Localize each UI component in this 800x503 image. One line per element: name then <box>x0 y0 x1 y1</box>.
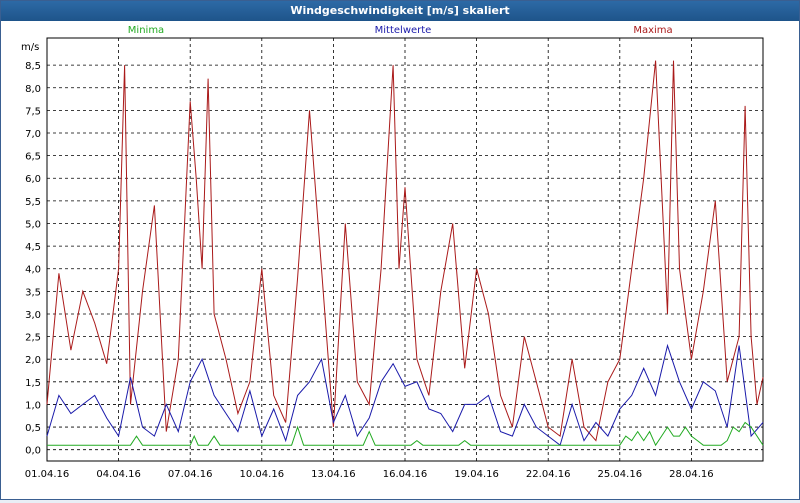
plot-frame <box>46 37 764 462</box>
x-tick-labels: 01.04.16 04.04.16 07.04.16 10.04.16 13.04.16… <box>25 469 714 480</box>
y-tick-label: 7,5 <box>25 106 41 117</box>
y-tick-label: 7,0 <box>25 129 41 140</box>
y-tick-label: 8,5 <box>25 61 41 72</box>
y-tick-label: 1,0 <box>25 400 41 411</box>
x-tick-label: 22.04.16 <box>526 469 571 480</box>
x-tick-label: 16.04.16 <box>383 469 428 480</box>
y-axis-label: m/s <box>21 42 39 53</box>
y-tick-label: 1,5 <box>25 378 41 389</box>
y-tick-label: 6,0 <box>25 174 41 185</box>
x-tick-label: 19.04.16 <box>454 469 499 480</box>
y-tick-label: 4,5 <box>25 242 41 253</box>
series-line-mittelwerte <box>46 343 764 447</box>
grid-layer <box>46 38 763 461</box>
legend-maxima: Maxima <box>633 25 672 36</box>
legend-mittelwerte: Mittelwerte <box>375 25 432 36</box>
x-tick-label: 28.04.16 <box>669 469 714 480</box>
series-line-maxima <box>46 60 764 442</box>
y-tick-labels: 0,0 0,5 1,0 1,5 2,0 2,5 3,0 3,5 4,0 4,5 5,0 5,5 6,0 6… <box>25 61 41 457</box>
y-tick-label: 0,5 <box>25 423 41 434</box>
x-tick-label: 10.04.16 <box>240 469 285 480</box>
y-tick-label: 5,0 <box>25 219 41 230</box>
legend-minima: Minima <box>128 25 164 36</box>
y-tick-label: 3,0 <box>25 310 41 321</box>
y-tick-label: 3,5 <box>25 287 41 298</box>
y-tick-label: 4,0 <box>25 265 41 276</box>
x-tick-label: 13.04.16 <box>311 469 356 480</box>
y-tick-label: 6,5 <box>25 152 41 163</box>
y-tick-label: 0,0 <box>25 446 41 457</box>
wind-speed-chart: 0,0 0,5 1,0 1,5 2,0 2,5 3,0 3,5 4,0 4,5 5,0 5,5 6,0 6… <box>21 25 764 480</box>
x-tick-label: 04.04.16 <box>96 469 141 480</box>
y-tick-label: 5,5 <box>25 197 41 208</box>
y-tick-label: 8,0 <box>25 84 41 95</box>
x-tick-label: 07.04.16 <box>168 469 213 480</box>
y-tick-label: 2,5 <box>25 333 41 344</box>
window-title: Windgeschwindigkeit [m/s] skaliert <box>1 1 799 21</box>
chart-area: 0,0 0,5 1,0 1,5 2,0 2,5 3,0 3,5 4,0 4,5 5,0 5,5 6,0 6… <box>1 21 799 499</box>
y-tick-label: 2,0 <box>25 355 41 366</box>
series-layer <box>46 60 764 447</box>
x-tick-label: 25.04.16 <box>598 469 643 480</box>
x-tick-label: 01.04.16 <box>25 469 70 480</box>
series-line-minima <box>47 421 764 447</box>
